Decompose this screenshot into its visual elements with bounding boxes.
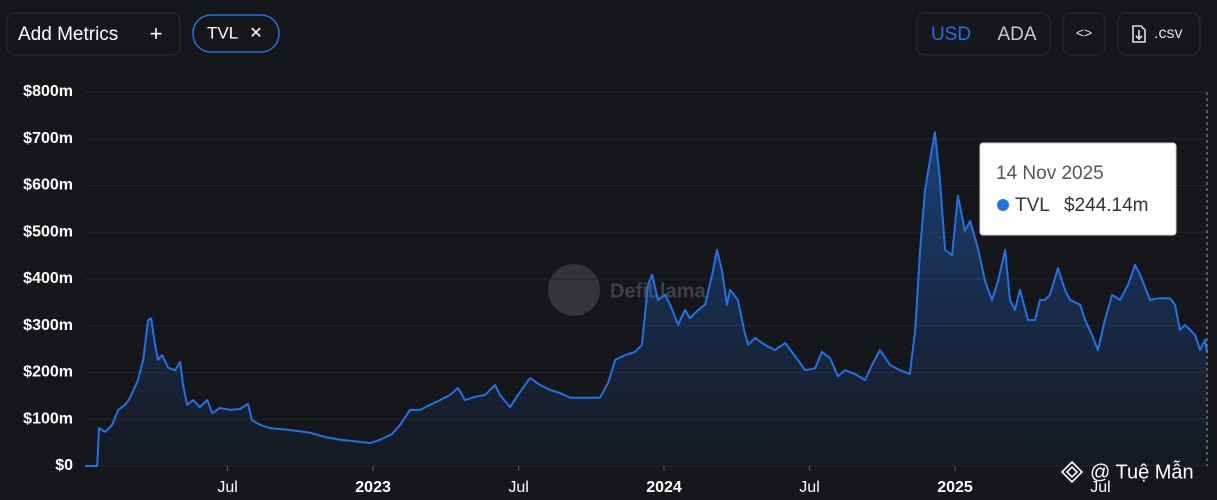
y-tick-label: $100m — [23, 410, 73, 427]
embed-button[interactable]: <> — [1062, 12, 1106, 56]
currency-toggle — [916, 12, 1051, 56]
x-tick-label: Jul — [508, 479, 528, 496]
y-tick-label: $300m — [23, 317, 73, 334]
currency-option[interactable]: USD — [931, 24, 971, 45]
area-line — [85, 131, 1208, 467]
x-tick-label: Jul — [217, 479, 237, 496]
tooltip: 14 Nov 2025 TVL $244.14m — [979, 142, 1177, 236]
tooltip-series: TVL — [1015, 195, 1050, 216]
y-tick-label: $700m — [23, 130, 73, 147]
x-tick-label: Jul — [799, 479, 819, 496]
csv-button[interactable]: .csv — [1117, 12, 1201, 56]
button-icon: + — [150, 21, 163, 46]
x-tick-label: 2024 — [646, 479, 682, 496]
logo-circle — [548, 264, 600, 316]
tooltip-box — [979, 142, 1177, 236]
add-metrics-button[interactable]: Add Metrics + — [6, 12, 181, 56]
button-label: Add Metrics — [18, 24, 118, 45]
chip-close[interactable]: ✕ — [249, 25, 262, 42]
area-fill — [85, 132, 1207, 466]
y-tick-label: $200m — [23, 364, 73, 381]
x-tick-label: 2025 — [937, 479, 973, 496]
button-frame — [1117, 12, 1201, 56]
y-tick-label: $400m — [23, 270, 73, 287]
button-frame — [1062, 12, 1106, 56]
button-label: <> — [1076, 25, 1092, 41]
tvl-chip[interactable]: TVL ✕ — [192, 14, 280, 53]
chip-frame — [192, 14, 280, 53]
plot-area: $0 $100m $200m $300m $400m $500m $600m $700m $80… — [23, 83, 1208, 496]
watermark-text: @ Tuệ Mẫn — [1090, 460, 1194, 483]
chip-label: TVL — [207, 23, 238, 42]
download-icon — [1132, 25, 1146, 43]
y-tick-label: $0 — [55, 457, 73, 474]
y-tick-label: $800m — [23, 83, 73, 100]
watermark-logo: DefiLlama — [548, 264, 706, 316]
tooltip-value: $244.14m — [1064, 195, 1149, 216]
y-tick-label: $600m — [23, 177, 73, 194]
x-tick-label: Jul — [1090, 479, 1110, 496]
y-tick-label: $500m — [23, 223, 73, 240]
watermark-text: DefiLlama — [610, 280, 706, 302]
watermark-icon — [1060, 460, 1084, 484]
tooltip-date: 14 Nov 2025 — [996, 163, 1104, 184]
x-tick-label: 2023 — [355, 479, 391, 496]
corner-watermark: @ Tuệ Mẫn — [1060, 460, 1194, 484]
currency-option[interactable]: ADA — [997, 24, 1036, 45]
tooltip-dot — [997, 199, 1009, 211]
button-frame — [6, 12, 181, 56]
button-label: .csv — [1154, 25, 1182, 42]
